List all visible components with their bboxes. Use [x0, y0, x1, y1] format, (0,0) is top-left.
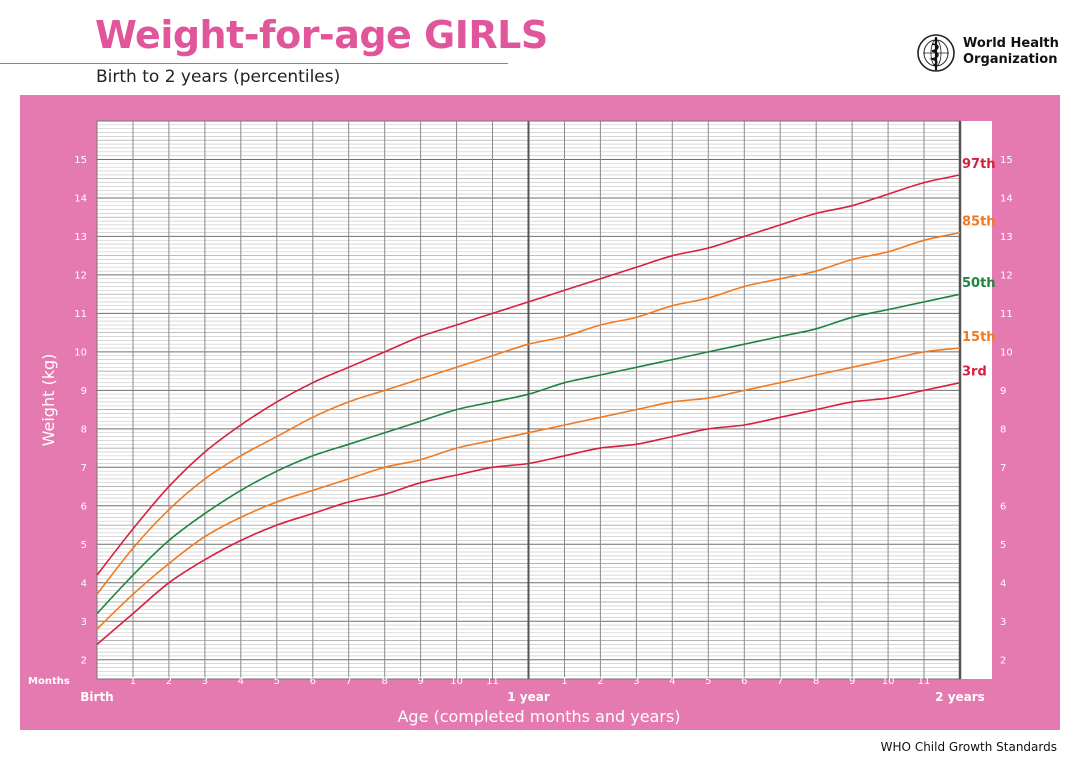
x-tick-label: 1 [130, 676, 136, 687]
y-tick-label-right: 3 [1000, 617, 1006, 628]
org-name: World Health Organization [963, 36, 1059, 67]
y-tick-label-right: 9 [1000, 386, 1006, 397]
x-tick-major-label: Birth [80, 690, 113, 704]
x-tick-label: 4 [669, 676, 675, 687]
y-tick-label-left: 9 [81, 386, 87, 397]
y-tick-label-right: 2 [1000, 655, 1006, 666]
x-tick-label: 3 [202, 676, 208, 687]
y-tick-label-left: 13 [74, 232, 87, 243]
percentile-label-15th: 15th [962, 330, 996, 345]
chart-subtitle: Birth to 2 years (percentiles) [96, 67, 341, 87]
y-tick-label-right: 6 [1000, 501, 1006, 512]
x-tick-label: 4 [238, 676, 244, 687]
x-tick-label: 6 [741, 676, 747, 687]
x-tick-label: 5 [705, 676, 711, 687]
y-tick-label-right: 4 [1000, 578, 1006, 589]
percentile-curve-85th [96, 231, 961, 595]
x-tick-label: 1 [561, 676, 567, 687]
y-tick-label-left: 6 [81, 501, 87, 512]
x-tick-label: 3 [633, 676, 639, 687]
x-tick-label: 7 [777, 676, 783, 687]
x-tick-label: 7 [346, 676, 352, 687]
y-tick-label-left: 14 [74, 193, 87, 204]
y-tick-label-right: 10 [1000, 347, 1013, 358]
y-tick-label-right: 15 [1000, 155, 1013, 166]
x-tick-label: 9 [849, 676, 855, 687]
who-logo: World Health Organization [916, 33, 1066, 73]
title-underline [0, 63, 508, 64]
y-tick-label-right: 7 [1000, 463, 1006, 474]
label-strip [960, 121, 992, 679]
percentile-label-97th: 97th [962, 157, 996, 172]
y-tick-label-left: 3 [81, 617, 87, 628]
percentile-label-85th: 85th [962, 215, 996, 230]
percentile-curve-15th [96, 347, 961, 630]
x-tick-label: 6 [310, 676, 316, 687]
chart-title: Weight-for-age GIRLS [95, 13, 548, 57]
y-tick-label-right: 12 [1000, 270, 1013, 281]
y-tick-label-left: 15 [74, 155, 87, 166]
percentile-curve-97th [96, 174, 961, 576]
y-tick-label-left: 12 [74, 270, 87, 281]
x-tick-label: 10 [450, 676, 463, 687]
x-tick-label: 10 [882, 676, 895, 687]
who-emblem-icon [917, 34, 955, 72]
x-tick-label: 8 [813, 676, 819, 687]
y-tick-label-left: 5 [81, 540, 87, 551]
x-tick-label: 11 [486, 676, 499, 687]
x-unit-label: Months [28, 676, 70, 687]
y-tick-label-right: 11 [1000, 309, 1013, 320]
y-tick-label-left: 10 [74, 347, 87, 358]
x-tick-label: 2 [597, 676, 603, 687]
x-tick-label: 5 [274, 676, 280, 687]
y-tick-label-left: 11 [74, 309, 87, 320]
y-tick-label-right: 5 [1000, 540, 1006, 551]
y-tick-label-left: 2 [81, 655, 87, 666]
percentile-label-50th: 50th [962, 276, 996, 291]
y-tick-label-right: 8 [1000, 424, 1006, 435]
x-tick-label: 8 [381, 676, 387, 687]
chart-panel: 2 2 3 3 4 4 5 5 6 6 7 7 8 8 9 9 10 10 11 11 12 12 13 13 14 14 15 15… [20, 95, 1060, 730]
x-tick-major-label: 2 years [935, 690, 985, 704]
x-tick-label: 9 [417, 676, 423, 687]
x-tick-label: 2 [166, 676, 172, 687]
percentile-curve-50th [96, 293, 961, 615]
y-axis-title: Weight (kg) [39, 354, 58, 447]
x-tick-label: 11 [918, 676, 931, 687]
y-tick-label-right: 13 [1000, 232, 1013, 243]
percentile-label-3rd: 3rd [962, 365, 987, 380]
y-tick-label-left: 4 [81, 578, 87, 589]
x-axis-title: Age (completed months and years) [397, 707, 680, 726]
y-tick-label-right: 14 [1000, 193, 1013, 204]
y-tick-label-left: 8 [81, 424, 87, 435]
y-tick-label-left: 7 [81, 463, 87, 474]
footer-source: WHO Child Growth Standards [880, 740, 1057, 754]
percentile-curve-3rd [96, 381, 961, 646]
x-tick-major-label: 1 year [507, 690, 550, 704]
